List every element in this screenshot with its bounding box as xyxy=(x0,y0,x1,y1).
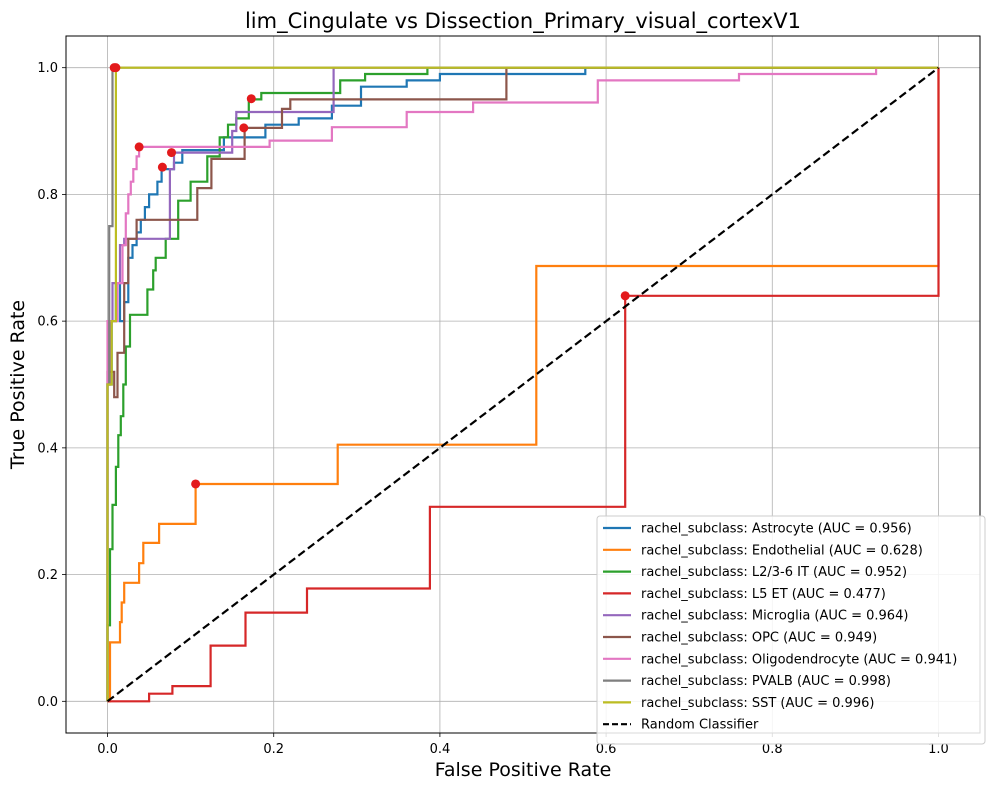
y-tick-label: 0.8 xyxy=(37,188,58,203)
optimal-threshold-point xyxy=(157,162,167,172)
optimal-threshold-point xyxy=(111,63,121,73)
y-tick-label: 0.0 xyxy=(37,695,58,710)
legend-label: rachel_subclass: Endothelial (AUC = 0.62… xyxy=(641,543,923,558)
optimal-threshold-point xyxy=(191,479,201,489)
series-line xyxy=(106,66,939,702)
legend-label: rachel_subclass: SST (AUC = 0.996) xyxy=(641,696,874,711)
x-tick-label: 0.6 xyxy=(596,742,617,757)
legend: rachel_subclass: Astrocyte (AUC = 0.956)… xyxy=(596,515,986,745)
y-tick-label: 1.0 xyxy=(37,61,58,76)
optimal-threshold-point xyxy=(134,142,144,152)
series-line xyxy=(107,67,940,703)
optimal-threshold-point xyxy=(239,123,249,133)
legend-box xyxy=(596,515,986,745)
chart-title: lim_Cingulate vs Dissection_Primary_visu… xyxy=(245,9,801,34)
legend-label: rachel_subclass: PVALB (AUC = 0.998) xyxy=(641,674,891,689)
legend-label: rachel_subclass: OPC (AUC = 0.949) xyxy=(641,631,877,646)
legend-label: rachel_subclass: L2/3-6 IT (AUC = 0.952) xyxy=(641,565,907,580)
optimal-threshold-point xyxy=(246,94,256,104)
optimal-threshold-point xyxy=(620,291,630,301)
x-axis-label: False Positive Rate xyxy=(435,759,612,781)
legend-label: rachel_subclass: Astrocyte (AUC = 0.956) xyxy=(641,522,912,537)
x-tick-label: 0.8 xyxy=(762,742,783,757)
plot-area-frame xyxy=(65,35,981,734)
x-tick-label: 0.0 xyxy=(97,742,118,757)
random-classifier-line xyxy=(106,66,940,703)
x-tick-label: 0.2 xyxy=(263,742,284,757)
optimal-points xyxy=(109,63,630,489)
legend-label: rachel_subclass: Oligodendrocyte (AUC = … xyxy=(641,652,957,667)
series-line xyxy=(106,66,939,702)
legend-label: rachel_subclass: Microglia (AUC = 0.964) xyxy=(641,609,908,624)
legend-label: rachel_subclass: L5 ET (AUC = 0.477) xyxy=(641,587,886,602)
grid xyxy=(66,36,980,733)
legend-label: Random Classifier xyxy=(641,718,759,733)
y-tick-label: 0.6 xyxy=(37,315,58,330)
x-tick-label: 0.4 xyxy=(430,742,451,757)
series-line xyxy=(107,67,940,703)
y-tick-label: 0.4 xyxy=(37,441,58,456)
x-tick-label: 1.0 xyxy=(928,742,949,757)
axis-ticks: 0.0 0.2 0.4 0.6 0.8 1.0 0.0 0.2 0.4 0.6 0.8 1.0 xyxy=(37,61,948,757)
y-tick-label: 0.2 xyxy=(37,568,58,583)
series-line xyxy=(106,66,939,702)
optimal-threshold-point xyxy=(167,148,177,158)
y-axis-label: True Positive Rate xyxy=(7,300,29,470)
